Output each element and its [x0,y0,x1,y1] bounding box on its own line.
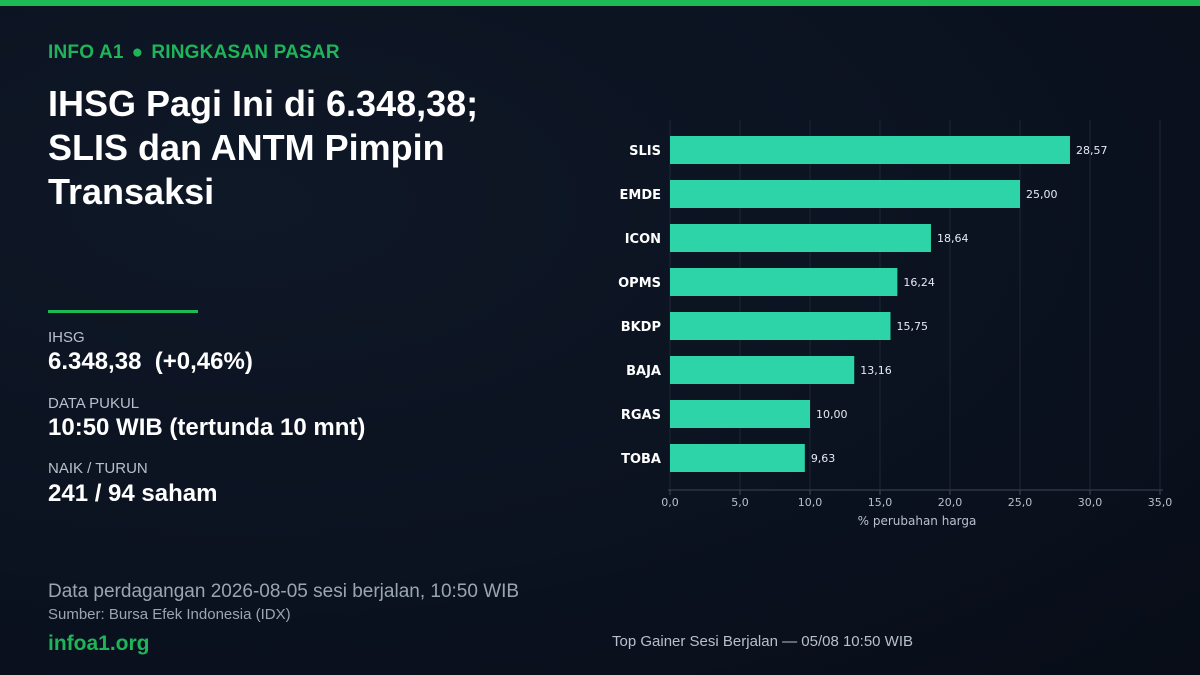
value-label-bkdp: 15,75 [897,320,929,333]
x-tick-label-1: 5,0 [731,496,749,509]
stat-label-time: DATA PUKUL [48,395,140,412]
bar-icon [670,224,931,252]
stat-value-ihsg: 6.348,38 (+0,46%) [48,348,253,375]
category-label-toba: TOBA [621,452,661,467]
x-axis-title: % perubahan harga [858,514,977,528]
bar-opms [670,268,898,296]
x-tick-label-3: 15,0 [868,496,893,509]
stat-value-breadth: 241 / 94 saham [48,480,218,507]
divider-rule [48,310,198,313]
category-label-emde: EMDE [620,188,662,203]
value-label-baja: 13,16 [860,364,892,377]
category-label-opms: OPMS [618,276,661,291]
value-label-slis: 28,57 [1076,144,1108,157]
value-label-icon: 18,64 [937,232,969,245]
section-label: RINGKASAN PASAR [151,42,340,63]
bullet-dot-icon: ● [131,42,144,63]
x-tick-label-4: 20,0 [938,496,963,509]
category-label-rgas: RGAS [621,408,661,423]
value-label-rgas: 10,00 [816,408,848,421]
top-gainer-bar-chart: SLIS 28,57 EMDE 25,00 ICON 18,64 OPMS 16,24 BKDP… [618,120,1173,528]
headline: IHSG Pagi Ini di 6.348,38; SLIS dan ANTM… [48,83,479,212]
x-tick-label-7: 35,0 [1148,496,1173,509]
source-note: Sumber: Bursa Efek Indonesia (IDX) [48,606,291,623]
data-note: Data perdagangan 2026-08-05 sesi berjala… [48,581,520,602]
category-label-icon: ICON [625,232,661,247]
category-label-baja: BAJA [626,364,661,379]
bar-slis [670,136,1070,164]
chart-caption: Top Gainer Sesi Berjalan — 05/08 10:50 W… [612,633,913,650]
category-label-bkdp: BKDP [621,320,661,335]
bar-baja [670,356,855,384]
value-label-emde: 25,00 [1026,188,1058,201]
bar-bkdp [670,312,891,340]
source-tag: INFO A1 [48,42,124,63]
top-accent-bar [0,0,1200,6]
bar-toba [670,444,805,472]
stat-label-ihsg: IHSG [48,329,85,346]
bar-rgas [670,400,810,428]
value-label-toba: 9,63 [811,452,836,465]
x-tick-label-0: 0,0 [661,496,679,509]
x-tick-label-5: 25,0 [1008,496,1033,509]
value-label-opms: 16,24 [903,276,935,289]
bar-emde [670,180,1020,208]
section-kicker: INFO A1 ● RINGKASAN PASAR [48,42,340,64]
category-label-slis: SLIS [629,144,661,159]
stat-value-time: 10:50 WIB (tertunda 10 mnt) [48,414,366,441]
stat-label-breadth: NAIK / TURUN [48,460,148,477]
brand-link[interactable]: infoa1.org [48,632,150,655]
x-tick-label-6: 30,0 [1078,496,1103,509]
x-tick-label-2: 10,0 [798,496,823,509]
